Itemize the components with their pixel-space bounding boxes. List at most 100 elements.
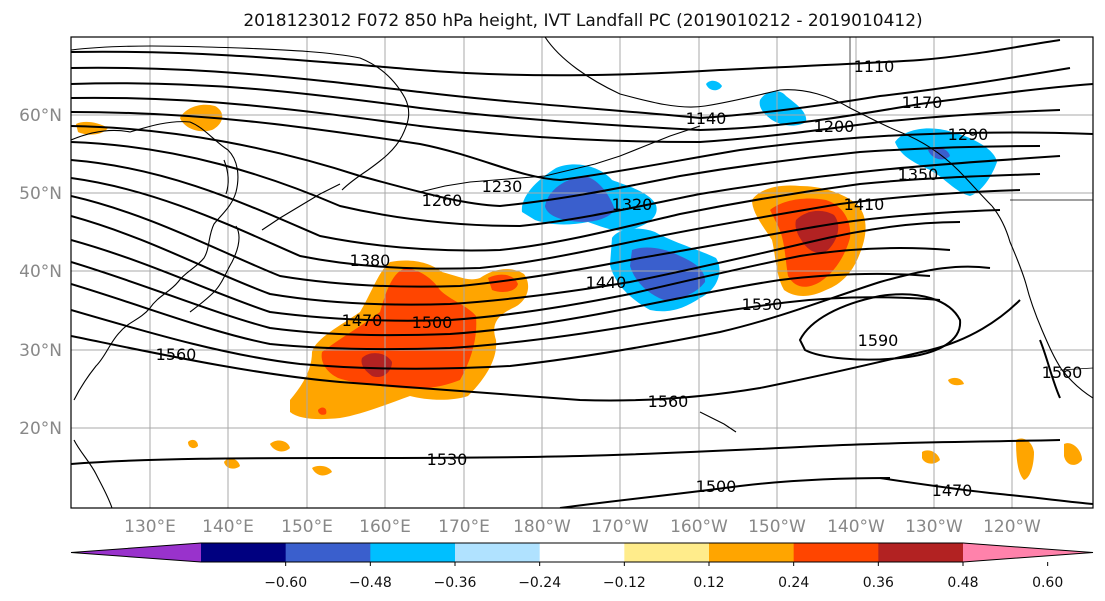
contour-label: 1320	[612, 195, 653, 214]
contour-1230	[71, 111, 1093, 182]
contour-1380	[71, 195, 1001, 288]
contour-1140	[71, 66, 1071, 120]
border-us-mexico	[1059, 367, 1093, 371]
contour-1170	[71, 82, 1093, 132]
contour-label: 1110	[854, 57, 895, 76]
colorbar-tick-label: 0.60	[1032, 575, 1063, 591]
colorbar-tick-label: −0.48	[349, 575, 392, 591]
lat-label: 60°N	[19, 106, 62, 126]
colorbar-swatch	[624, 543, 710, 562]
colorbar-swatch	[201, 543, 287, 562]
lon-label: 160°W	[670, 517, 728, 537]
contour-1290	[71, 141, 1061, 228]
contour-labels: 1110 1140 1170 1200 1230 1260 1290 1320 …	[156, 57, 1083, 500]
ivt-positive-region	[1064, 443, 1082, 465]
colorbar-tick-label: −0.24	[518, 575, 561, 591]
lon-label: 140°W	[827, 517, 885, 537]
contour-1530-south	[71, 439, 1061, 465]
coast-japan	[189, 225, 240, 313]
map-frame	[70, 36, 1094, 509]
colorbar-swatch	[539, 543, 625, 562]
contour-label: 1410	[844, 195, 885, 214]
lat-label: 20°N	[19, 419, 62, 439]
lon-label: 120°W	[983, 517, 1041, 537]
contour-1470	[71, 261, 931, 337]
coast-siberia	[71, 45, 410, 137]
lon-label: 150°E	[281, 517, 333, 537]
ivt-positive-region	[312, 465, 332, 476]
coastlines	[71, 37, 1093, 508]
contour-label: 1170	[902, 93, 943, 112]
colorbar-tick-label: 0.24	[778, 575, 809, 591]
colorbar-tick-label: −0.12	[603, 575, 646, 591]
contour-label: 1500	[412, 313, 453, 332]
contour-label: 1560	[648, 392, 689, 411]
lon-label: 130°W	[905, 517, 963, 537]
contour-label: 1260	[422, 191, 463, 210]
coast-asia	[71, 121, 239, 401]
ivt-shading	[76, 80, 1082, 480]
contour-label: 1350	[898, 165, 939, 184]
contour-1500	[71, 283, 941, 351]
lon-label: 130°E	[124, 517, 176, 537]
height-contours	[71, 39, 1093, 508]
contour-1560	[71, 299, 1021, 402]
contour-label: 1380	[350, 251, 391, 270]
ivt-positive-region	[188, 439, 198, 449]
coast-kamchatka	[341, 135, 403, 191]
ivt-positive-core	[321, 268, 477, 389]
contour-label: 1560	[1042, 363, 1083, 382]
colorbar-swatch	[793, 543, 879, 562]
colorbar-tick-label: 0.36	[863, 575, 894, 591]
coast-sakhalin	[223, 159, 229, 195]
ivt-positive-region	[922, 450, 940, 464]
colorbar-extend-high	[963, 543, 1093, 562]
colorbar-swatch	[878, 543, 964, 562]
contour-1530	[71, 265, 991, 370]
contour-1500-south	[559, 477, 891, 508]
contour-label: 1230	[482, 177, 523, 196]
contour-1560-east	[1039, 339, 1061, 399]
contour-label: 1560	[156, 345, 197, 364]
coast-hawaii	[699, 411, 737, 433]
ivt-negative-region	[706, 80, 722, 91]
ivt-positive-region	[1016, 438, 1034, 480]
contour-label: 1530	[742, 295, 783, 314]
lon-label: 170°E	[438, 517, 490, 537]
contour-1590	[798, 293, 962, 361]
colorbar-extend-low	[71, 543, 201, 562]
colorbar-outline	[70, 542, 1094, 563]
borders	[849, 37, 1093, 371]
contour-label: 1200	[814, 117, 855, 136]
contour-1350	[71, 177, 1021, 270]
ivt-positive-region	[948, 377, 964, 386]
ivt-positive-region	[180, 104, 223, 132]
contour-label: 1590	[858, 331, 899, 350]
contour-label: 1440	[586, 273, 627, 292]
lat-label: 30°N	[19, 341, 62, 361]
contour-1200	[71, 96, 1061, 144]
longitude-labels: 130°E 140°E 150°E 160°E 170°E 180°W 170°…	[124, 517, 1041, 537]
ivt-positive-region	[318, 407, 327, 415]
contour-1440	[71, 239, 951, 322]
lat-label: 50°N	[19, 184, 62, 204]
ivt-positive-region	[270, 440, 290, 452]
ivt-negative-core	[545, 176, 615, 222]
contour-1260	[71, 125, 1041, 208]
latitude-labels: 60°N 50°N 40°N 30°N 20°N	[19, 106, 62, 439]
contour-label: 1140	[686, 109, 727, 128]
coast-north-america	[991, 205, 1093, 399]
coast-philippines	[73, 439, 113, 508]
ivt-negative-region	[759, 91, 807, 126]
contour-1410	[71, 215, 961, 306]
colorbar-tick-label: 0.48	[947, 575, 978, 591]
lon-label: 140°E	[202, 517, 254, 537]
coast-aleutians	[419, 125, 701, 193]
colorbar: −0.60 −0.48 −0.36 −0.24 −0.12 0.12 0.24 0.36 0.4…	[70, 542, 1094, 591]
lon-label: 150°W	[748, 517, 806, 537]
ivt-positive-max	[361, 353, 392, 378]
ivt-positive-core	[488, 274, 518, 292]
lat-label: 40°N	[19, 262, 62, 282]
contour-label: 1530	[427, 450, 468, 469]
